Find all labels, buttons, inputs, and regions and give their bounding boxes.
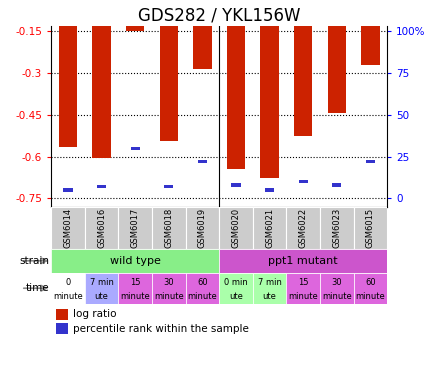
- Text: time: time: [25, 283, 49, 293]
- Bar: [253, 273, 287, 304]
- Bar: [287, 207, 320, 249]
- Text: minute: minute: [187, 291, 217, 300]
- Text: minute: minute: [356, 291, 385, 300]
- Bar: [260, 0, 279, 178]
- Bar: [219, 273, 253, 304]
- Text: minute: minute: [154, 291, 184, 300]
- Text: minute: minute: [288, 291, 318, 300]
- Bar: [51, 207, 85, 249]
- Text: ute: ute: [95, 291, 109, 300]
- Bar: [186, 273, 219, 304]
- Text: GSM6015: GSM6015: [366, 208, 375, 248]
- Bar: [118, 207, 152, 249]
- Bar: [361, 0, 380, 65]
- Text: 15: 15: [130, 278, 141, 287]
- Text: GSM6022: GSM6022: [299, 208, 307, 248]
- Text: 15: 15: [298, 278, 308, 287]
- Text: 60: 60: [197, 278, 208, 287]
- Bar: [193, 0, 212, 69]
- Text: 0: 0: [65, 278, 71, 287]
- Bar: [265, 188, 274, 192]
- Bar: [227, 0, 245, 169]
- Bar: [219, 207, 253, 249]
- Bar: [219, 249, 387, 273]
- Bar: [97, 185, 106, 188]
- Text: ppt1 mutant: ppt1 mutant: [268, 256, 338, 266]
- Text: 60: 60: [365, 278, 376, 287]
- Text: 30: 30: [163, 278, 174, 287]
- Text: GSM6021: GSM6021: [265, 208, 274, 248]
- Text: minute: minute: [322, 291, 352, 300]
- Text: strain: strain: [19, 256, 49, 266]
- Text: GSM6019: GSM6019: [198, 208, 207, 248]
- Bar: [186, 207, 219, 249]
- Bar: [63, 188, 73, 192]
- Text: minute: minute: [53, 291, 83, 300]
- Bar: [332, 183, 341, 187]
- Bar: [366, 160, 375, 163]
- Text: 30: 30: [332, 278, 342, 287]
- Bar: [299, 180, 308, 183]
- Bar: [85, 207, 118, 249]
- Bar: [92, 0, 111, 158]
- Text: GSM6017: GSM6017: [131, 208, 140, 248]
- Text: GSM6020: GSM6020: [231, 208, 240, 248]
- Text: GSM6018: GSM6018: [164, 208, 173, 248]
- Bar: [320, 273, 354, 304]
- Bar: [328, 0, 346, 113]
- Bar: [85, 273, 118, 304]
- Text: log ratio: log ratio: [73, 309, 117, 319]
- Bar: [59, 0, 77, 147]
- Text: GSM6014: GSM6014: [64, 208, 73, 248]
- Text: 7 min: 7 min: [89, 278, 113, 287]
- Text: ute: ute: [229, 291, 243, 300]
- Bar: [294, 0, 312, 136]
- Bar: [231, 183, 241, 187]
- Bar: [320, 207, 354, 249]
- Bar: [56, 323, 68, 334]
- Bar: [51, 249, 219, 273]
- Bar: [152, 207, 186, 249]
- Text: ute: ute: [263, 291, 276, 300]
- Bar: [164, 185, 174, 188]
- Bar: [353, 273, 387, 304]
- Bar: [152, 273, 186, 304]
- Bar: [353, 207, 387, 249]
- Bar: [253, 207, 287, 249]
- Bar: [198, 160, 207, 163]
- Text: 7 min: 7 min: [258, 278, 282, 287]
- Text: minute: minute: [120, 291, 150, 300]
- Bar: [126, 0, 145, 31]
- Text: wild type: wild type: [110, 256, 161, 266]
- Text: percentile rank within the sample: percentile rank within the sample: [73, 324, 249, 334]
- Text: 0 min: 0 min: [224, 278, 248, 287]
- Title: GDS282 / YKL156W: GDS282 / YKL156W: [138, 6, 300, 24]
- Bar: [118, 273, 152, 304]
- Bar: [56, 309, 68, 320]
- Bar: [51, 273, 85, 304]
- Bar: [287, 273, 320, 304]
- Bar: [159, 0, 178, 141]
- Bar: [130, 147, 140, 150]
- Text: GSM6016: GSM6016: [97, 208, 106, 248]
- Text: GSM6023: GSM6023: [332, 208, 341, 248]
